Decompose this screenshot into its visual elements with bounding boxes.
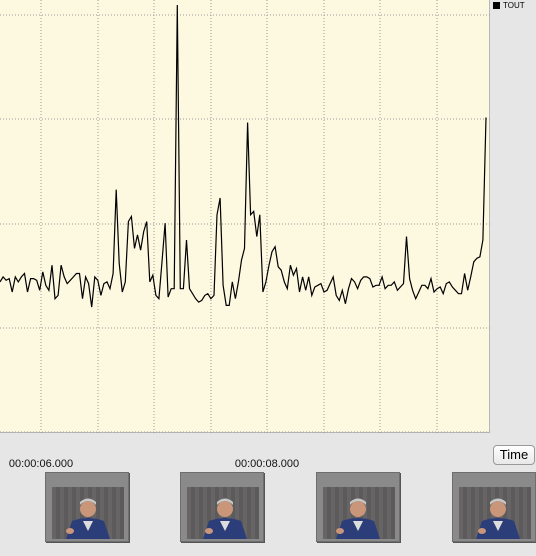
signal-chart [0,0,490,433]
plot-area [0,0,490,433]
person-hand [205,528,213,534]
person-head [350,501,366,517]
thumbnail-image [52,487,124,539]
video-thumbnail[interactable] [45,472,129,542]
legend-swatch [493,2,500,9]
person-hand [336,528,344,534]
timeline-tick-label: 00:00:06.000 [8,458,74,470]
legend: TOUT [493,1,525,10]
video-thumbnail[interactable] [452,472,536,542]
person-head [80,501,96,517]
legend-label: TOUT [503,1,525,10]
thumbnail-image [459,487,531,539]
person-hand [478,528,486,534]
thumbnail-image [187,487,259,539]
series-line-tout [0,4,487,308]
person-hand [66,528,74,534]
timeline-tick-label: 00:00:08.000 [234,458,300,470]
time-button[interactable]: Time [493,445,535,465]
video-thumbnail[interactable] [180,472,264,542]
person-head [490,501,506,517]
thumbnail-image [323,487,395,539]
video-thumbnail[interactable] [316,472,400,542]
person-head [217,501,233,517]
